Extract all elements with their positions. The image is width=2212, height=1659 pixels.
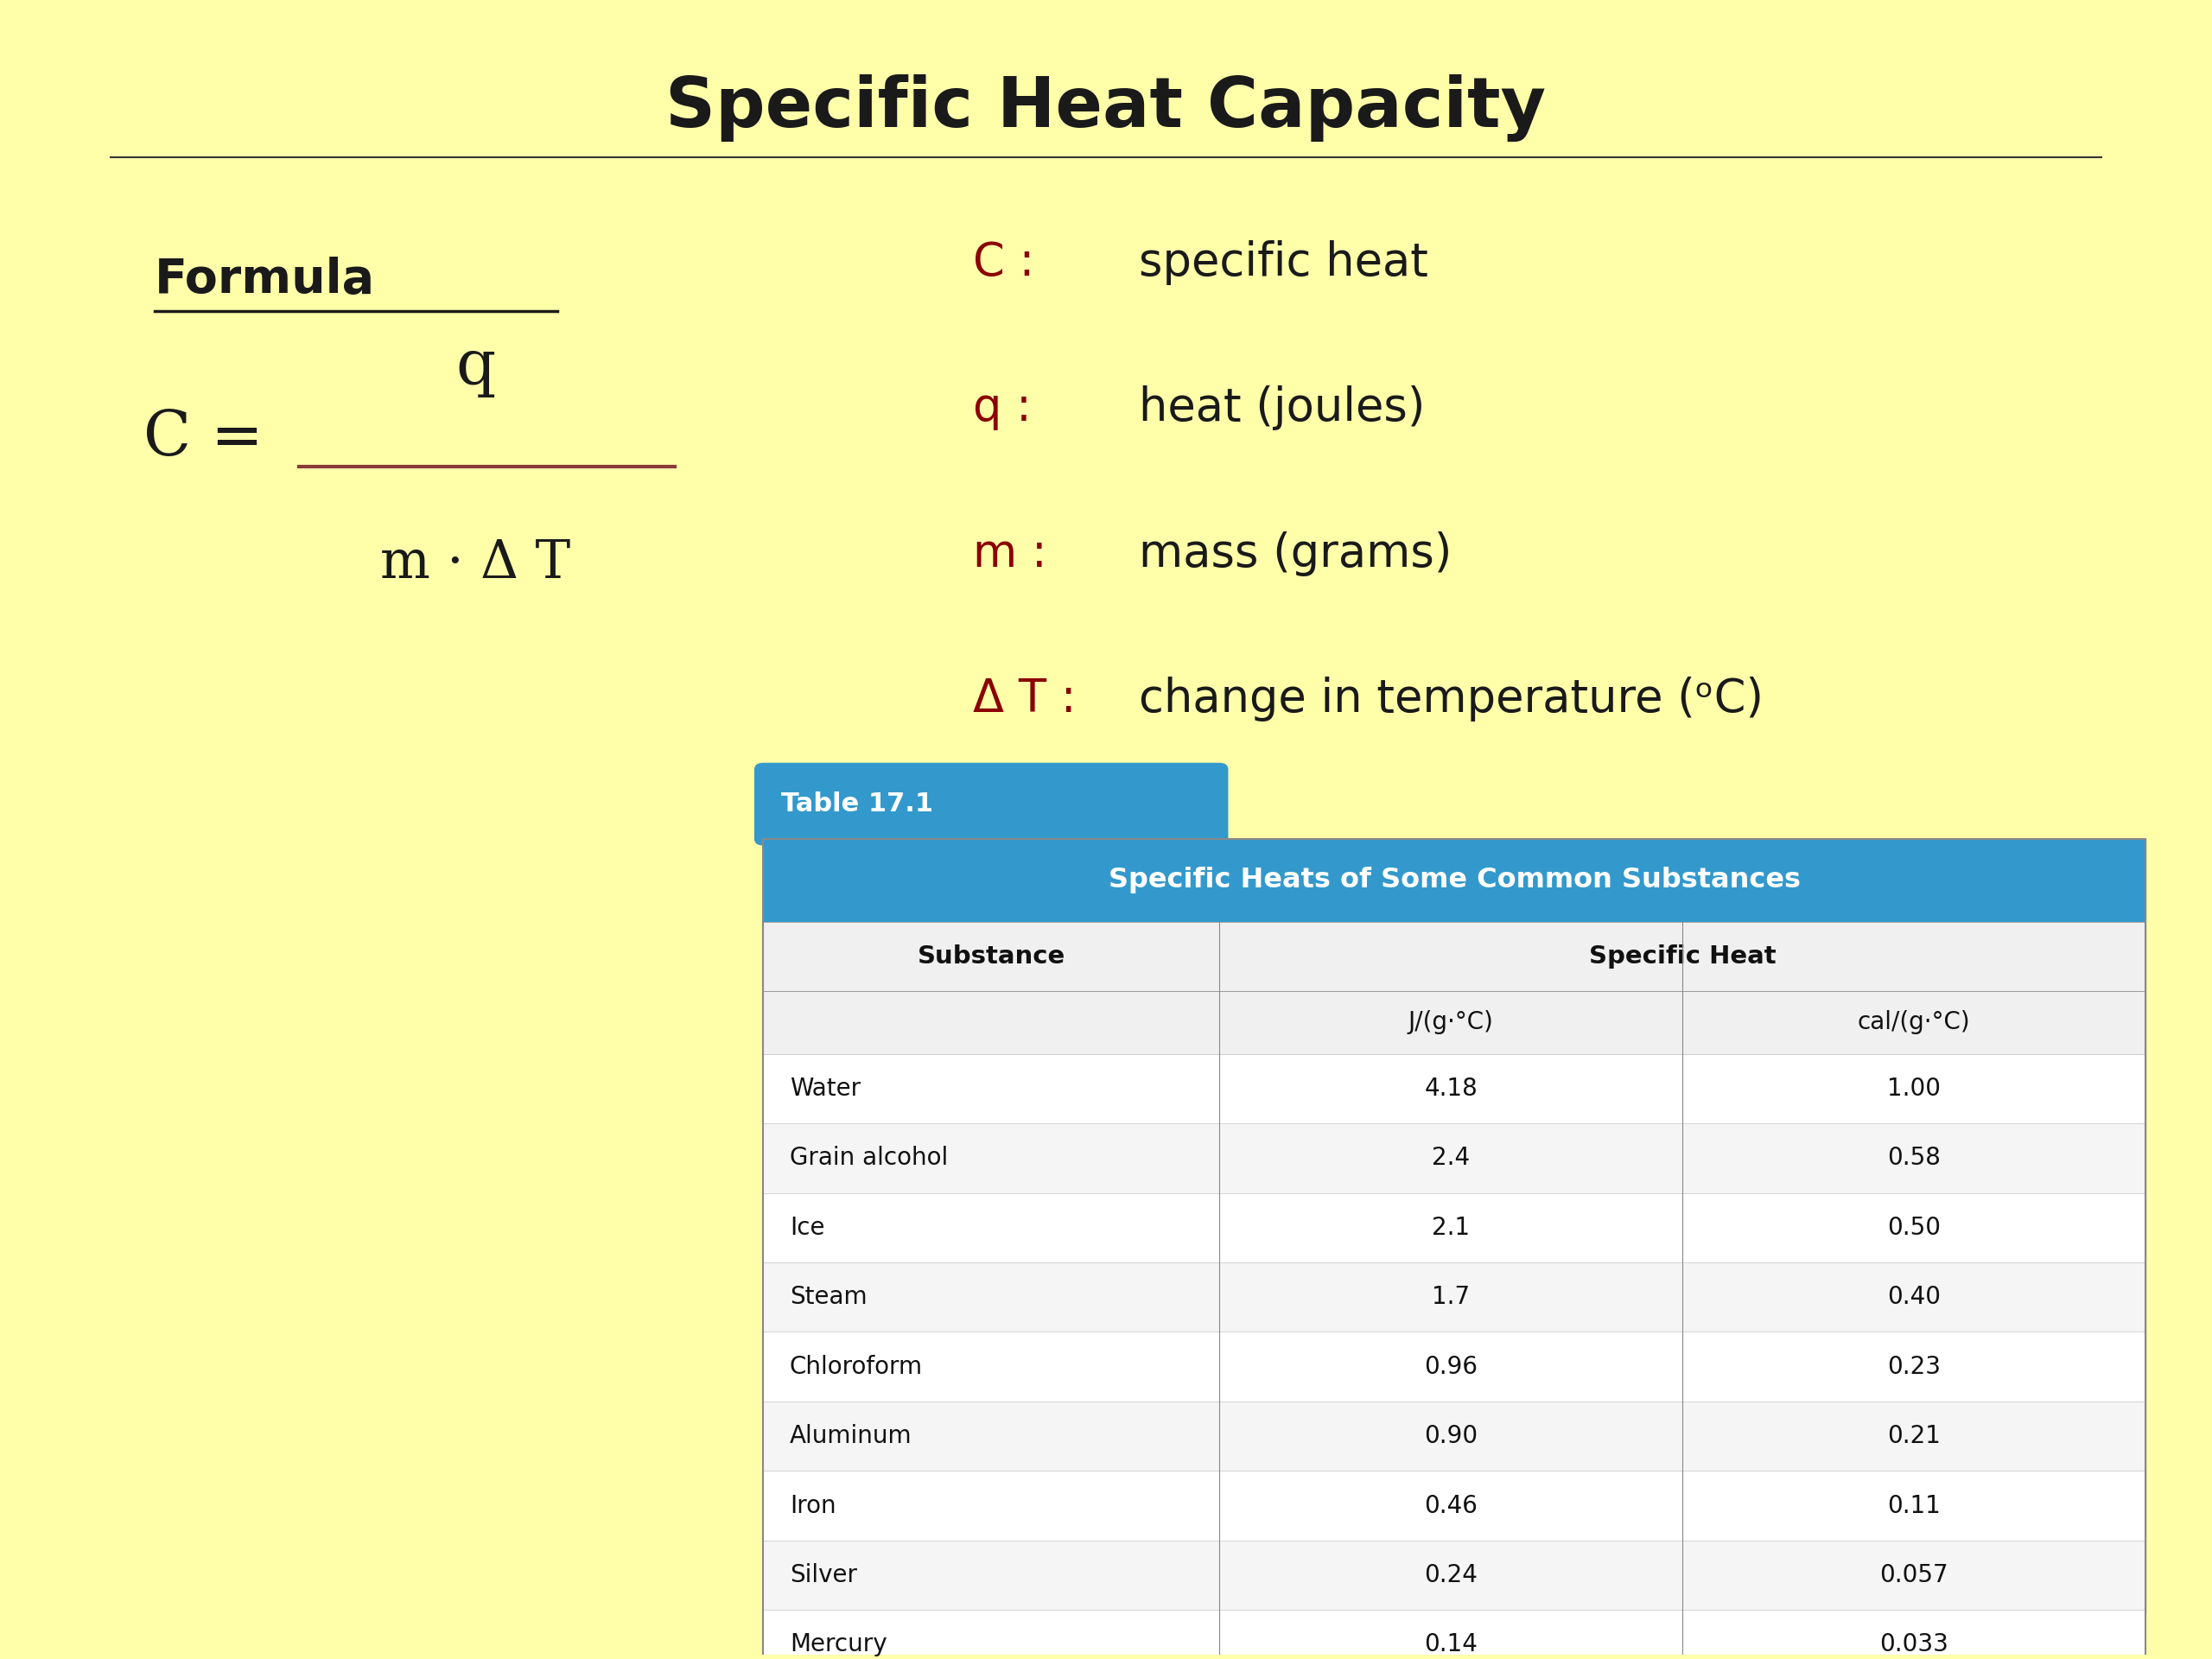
Text: 0.58: 0.58 xyxy=(1887,1146,1940,1170)
Text: 0.033: 0.033 xyxy=(1880,1632,1949,1657)
Text: Mercury: Mercury xyxy=(790,1632,887,1657)
Bar xyxy=(763,839,2146,922)
Text: Silver: Silver xyxy=(790,1563,856,1588)
Text: Steam: Steam xyxy=(790,1286,867,1309)
Text: 0.96: 0.96 xyxy=(1425,1355,1478,1379)
Text: Formula: Formula xyxy=(155,257,376,304)
Text: mass (grams): mass (grams) xyxy=(1139,531,1453,576)
Text: 0.50: 0.50 xyxy=(1887,1216,1940,1239)
Text: cal/(g·°C): cal/(g·°C) xyxy=(1858,1010,1971,1035)
Text: Δ T :: Δ T : xyxy=(973,677,1077,722)
Text: Grain alcohol: Grain alcohol xyxy=(790,1146,949,1170)
FancyBboxPatch shape xyxy=(754,763,1228,846)
Text: m :: m : xyxy=(973,531,1046,576)
Text: 0.057: 0.057 xyxy=(1880,1563,1949,1588)
Bar xyxy=(763,839,2146,1659)
Text: m · Δ T: m · Δ T xyxy=(380,538,571,589)
Bar xyxy=(763,990,2146,1053)
Text: q :: q : xyxy=(973,385,1031,430)
Bar xyxy=(763,1541,2146,1609)
Bar xyxy=(763,1193,2146,1262)
Text: specific heat: specific heat xyxy=(1139,241,1429,285)
Text: Specific Heats of Some Common Substances: Specific Heats of Some Common Substances xyxy=(1108,868,1801,894)
Bar xyxy=(763,1609,2146,1659)
Text: 2.1: 2.1 xyxy=(1431,1216,1471,1239)
Text: heat (joules): heat (joules) xyxy=(1139,385,1425,430)
Bar xyxy=(763,1123,2146,1193)
Text: 0.11: 0.11 xyxy=(1887,1493,1940,1518)
Text: Table 17.1: Table 17.1 xyxy=(781,791,933,816)
Text: 0.24: 0.24 xyxy=(1425,1563,1478,1588)
Text: Water: Water xyxy=(790,1077,860,1102)
Bar xyxy=(763,1053,2146,1123)
Text: 0.23: 0.23 xyxy=(1887,1355,1940,1379)
Text: 4.18: 4.18 xyxy=(1425,1077,1478,1102)
Text: Substance: Substance xyxy=(918,944,1066,969)
Text: Iron: Iron xyxy=(790,1493,836,1518)
Bar xyxy=(763,839,2146,1613)
Text: 1.00: 1.00 xyxy=(1887,1077,1940,1102)
Text: Specific Heat Capacity: Specific Heat Capacity xyxy=(666,75,1546,143)
Text: Specific Heat: Specific Heat xyxy=(1588,944,1776,969)
Text: 0.40: 0.40 xyxy=(1887,1286,1940,1309)
Text: J/(g·°C): J/(g·°C) xyxy=(1409,1010,1493,1035)
Text: 0.21: 0.21 xyxy=(1887,1423,1940,1448)
Text: 0.46: 0.46 xyxy=(1425,1493,1478,1518)
Bar xyxy=(763,1332,2146,1402)
Text: 1.7: 1.7 xyxy=(1431,1286,1471,1309)
Text: Ice: Ice xyxy=(790,1216,825,1239)
Text: change in temperature (ᵒC): change in temperature (ᵒC) xyxy=(1139,677,1763,722)
Text: Chloroform: Chloroform xyxy=(790,1355,922,1379)
Text: Aluminum: Aluminum xyxy=(790,1423,911,1448)
Bar xyxy=(763,1472,2146,1541)
Text: C =: C = xyxy=(144,408,283,469)
Bar xyxy=(763,1262,2146,1332)
Text: 0.14: 0.14 xyxy=(1425,1632,1478,1657)
Bar xyxy=(763,1402,2146,1472)
Text: 0.90: 0.90 xyxy=(1425,1423,1478,1448)
Bar xyxy=(763,922,2146,990)
Text: C :: C : xyxy=(973,241,1035,285)
Text: q: q xyxy=(456,337,495,397)
Text: 2.4: 2.4 xyxy=(1431,1146,1471,1170)
